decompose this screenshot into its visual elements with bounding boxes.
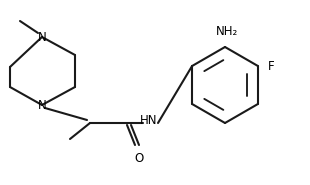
Text: O: O — [134, 152, 144, 165]
Text: F: F — [268, 60, 275, 73]
Text: NH₂: NH₂ — [216, 25, 238, 38]
Text: HN: HN — [140, 114, 158, 127]
Text: N: N — [38, 98, 46, 112]
Text: N: N — [38, 31, 46, 43]
